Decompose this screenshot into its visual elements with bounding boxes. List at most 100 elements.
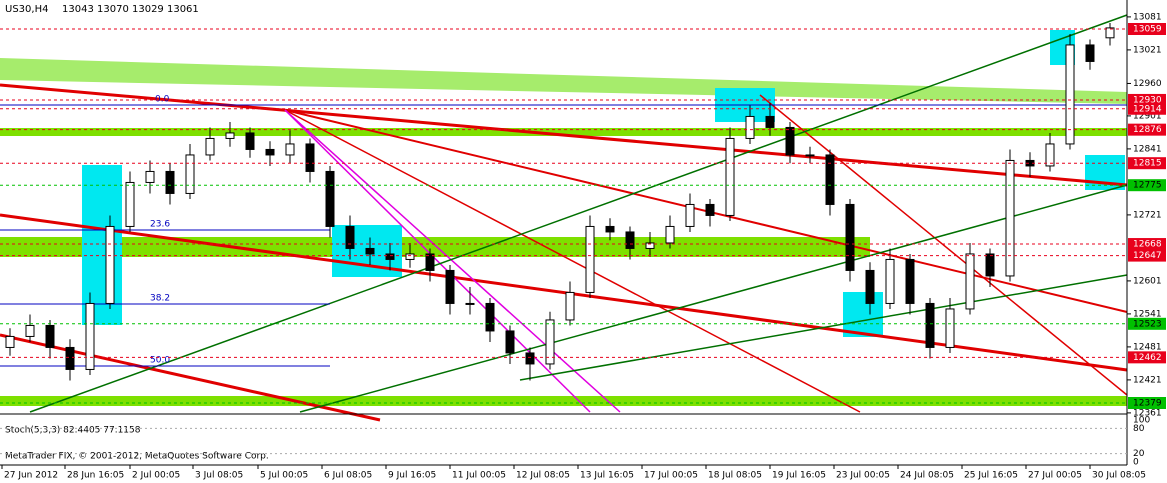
trend-line <box>759 94 1128 396</box>
time-label: 24 Jul 08:05 <box>900 471 954 481</box>
zone <box>0 128 1127 136</box>
candle-body <box>965 253 975 310</box>
price-label: 12901 <box>1133 111 1162 121</box>
time-label: 18 Jul 08:05 <box>708 471 762 481</box>
stoch-axis-label: 0 <box>1133 458 1139 468</box>
price-tag-label: 12914 <box>1133 104 1162 114</box>
price-label: 12481 <box>1133 342 1162 352</box>
candle-body <box>725 137 735 216</box>
candle-body <box>85 302 95 370</box>
time-label: 13 Jul 16:05 <box>580 471 634 481</box>
candle-body <box>785 126 795 156</box>
candle-body <box>1005 159 1015 277</box>
price-tag <box>1128 102 1166 115</box>
trend-line <box>0 83 1128 187</box>
stoch-label: Stoch(5,3,3) 82.4405 77.1158 <box>5 426 141 436</box>
price-label: 13081 <box>1133 12 1162 22</box>
candle-body <box>105 225 115 304</box>
candle-body <box>585 225 595 293</box>
price-label: 12841 <box>1133 144 1162 154</box>
time-label: 5 Jul 00:05 <box>260 471 308 481</box>
box <box>843 292 883 337</box>
candle-body <box>825 154 835 205</box>
time-label: 9 Jul 16:05 <box>388 471 436 481</box>
candle-body <box>525 352 535 365</box>
price-tag <box>1128 249 1166 262</box>
time-label: 30 Jul 08:05 <box>1092 471 1146 481</box>
candle-body <box>805 154 815 157</box>
candle-body <box>465 302 475 305</box>
price-tag-label: 12930 <box>1133 95 1162 105</box>
candle-body <box>5 335 15 348</box>
price-tag <box>1128 179 1166 192</box>
candle-body <box>1105 27 1115 39</box>
candle-body <box>285 143 295 156</box>
candle-body <box>885 258 895 304</box>
candle-body <box>565 291 575 321</box>
time-label: 28 Jun 16:05 <box>67 471 124 481</box>
candle-body <box>45 324 55 348</box>
price-tag-label: 12815 <box>1133 159 1162 169</box>
candle-body <box>625 231 635 249</box>
trend-line <box>284 109 861 413</box>
price-tag-label: 12775 <box>1133 181 1162 191</box>
stoch-axis-label: 80 <box>1133 424 1145 434</box>
fib-label: 38.2 <box>150 294 170 304</box>
price-tag-label: 12379 <box>1133 399 1162 409</box>
channel-band <box>0 58 1127 104</box>
box <box>82 165 122 325</box>
candle-body <box>605 225 615 233</box>
candle-body <box>845 203 855 271</box>
price-tag-label: 12647 <box>1133 251 1162 261</box>
candle-body <box>865 269 875 304</box>
time-label: 19 Jul 16:05 <box>772 471 826 481</box>
candle-body <box>365 247 375 255</box>
candle-body <box>385 253 395 260</box>
time-label: 11 Jul 00:05 <box>452 471 506 481</box>
zone <box>0 237 870 257</box>
candle-body <box>245 132 255 150</box>
candle-body <box>265 148 275 156</box>
candle-body <box>905 258 915 304</box>
candle-body <box>65 346 75 370</box>
price-label: 12361 <box>1133 408 1162 418</box>
time-label: 25 Jul 16:05 <box>964 471 1018 481</box>
candle-body <box>485 302 495 332</box>
candle-body <box>705 203 715 216</box>
price-tag-label: 12462 <box>1133 353 1162 363</box>
candle-body <box>1065 44 1075 145</box>
trend-line <box>0 333 381 422</box>
time-label: 12 Jul 08:05 <box>516 471 570 481</box>
trend-line <box>284 109 621 413</box>
time-label: 6 Jul 08:05 <box>324 471 372 481</box>
time-label: 2 Jul 00:05 <box>132 471 180 481</box>
candle-body <box>145 170 155 183</box>
candle-body <box>665 225 675 244</box>
price-tag <box>1128 351 1166 364</box>
trend-line <box>284 109 591 413</box>
candle-body <box>25 324 35 337</box>
candle-body <box>345 225 355 249</box>
fib-label: 23.6 <box>150 220 170 230</box>
fib-label: 50.0 <box>150 356 170 366</box>
time-label: 17 Jul 00:05 <box>644 471 698 481</box>
time-label: 23 Jul 00:05 <box>836 471 890 481</box>
time-label: 3 Jul 08:05 <box>195 471 243 481</box>
candle-body <box>745 115 755 139</box>
copyright: MetaTrader FIX, © 2001-2012, MetaQuotes … <box>5 452 269 462</box>
candle-body <box>765 115 775 128</box>
price-label: 12421 <box>1133 375 1162 385</box>
candle-body <box>985 253 995 277</box>
price-label: 12721 <box>1133 210 1162 220</box>
candle-body <box>305 143 315 172</box>
candle-body <box>545 319 555 365</box>
candle-body <box>225 132 235 139</box>
candle-body <box>405 253 415 260</box>
trend-line <box>299 184 1128 413</box>
symbol: US30,H4 <box>5 4 48 15</box>
quote: 13043 13070 13029 13061 <box>62 4 199 15</box>
stoch-axis-label: 20 <box>1133 449 1145 459</box>
price-label: 12960 <box>1133 79 1162 89</box>
price-tag <box>1128 123 1166 136</box>
